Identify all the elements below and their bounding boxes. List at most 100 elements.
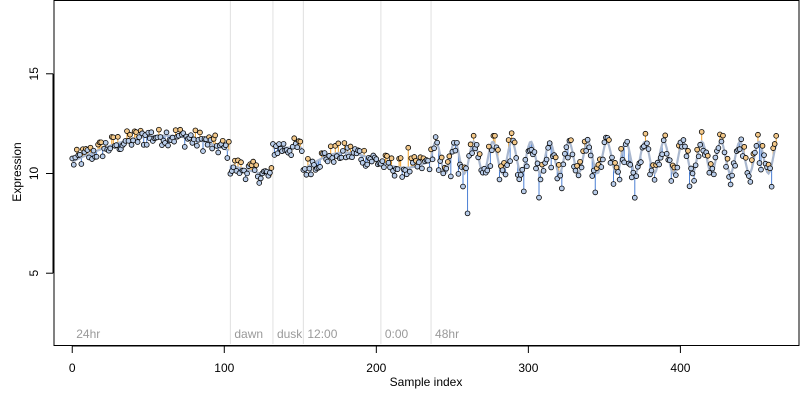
data-point [107, 145, 114, 152]
data-point [572, 167, 579, 174]
data-point [753, 143, 760, 149]
data-point [758, 166, 764, 173]
data-point [361, 147, 367, 154]
data-point [695, 153, 702, 160]
data-point [305, 156, 311, 162]
data-point [448, 173, 454, 180]
data-point [531, 149, 538, 155]
data-point [557, 172, 564, 179]
segment-label: 24hr [76, 327, 100, 341]
data-point [502, 171, 509, 178]
data-point [440, 170, 447, 177]
data-point [148, 129, 155, 135]
data-point [711, 171, 717, 178]
data-point [577, 158, 583, 165]
data-point [543, 156, 550, 163]
data-point [133, 129, 139, 135]
data-point [511, 139, 518, 146]
data-point [431, 145, 437, 152]
data-point [727, 181, 734, 188]
data-point [426, 166, 433, 173]
data-point [136, 134, 142, 140]
data-point [349, 154, 355, 161]
data-point [486, 143, 492, 150]
data-point [631, 194, 638, 201]
data-point [633, 173, 640, 179]
data-point [612, 160, 618, 166]
data-point [600, 156, 606, 163]
data-point [163, 129, 170, 136]
data-point [341, 140, 348, 146]
data-point [534, 160, 541, 167]
data-point [463, 165, 469, 172]
data-point [601, 139, 608, 146]
data-point [280, 141, 287, 147]
data-point [522, 156, 529, 163]
y-tick-label: 5 [27, 270, 41, 277]
data-point [425, 157, 431, 164]
data-point [98, 139, 104, 146]
data-point [384, 153, 390, 159]
data-point [288, 152, 294, 158]
data-point [294, 144, 301, 151]
data-point [615, 169, 621, 175]
y-axis: 5 10 15 [27, 67, 54, 277]
data-point [504, 162, 510, 168]
data-point [204, 141, 211, 148]
data-point [267, 169, 273, 176]
data-point [454, 139, 460, 146]
data-point [712, 154, 719, 161]
data-point [405, 144, 412, 151]
data-point [660, 137, 667, 144]
data-point [645, 146, 652, 152]
data-point [560, 161, 567, 168]
residual-lines [71, 129, 777, 214]
data-point [373, 156, 380, 162]
data-point [128, 142, 135, 148]
data-point [438, 154, 445, 161]
data-point [666, 157, 673, 163]
data-point [397, 155, 404, 161]
data-point [484, 167, 491, 174]
data-point [177, 126, 183, 133]
x-axis: 0 100 200 300 400 [69, 345, 691, 375]
data-point [338, 154, 345, 161]
x-tick-label: 300 [518, 361, 538, 375]
data-point [742, 155, 749, 161]
data-point [698, 129, 705, 135]
data-point [761, 152, 767, 158]
data-point [188, 132, 194, 138]
data-point [256, 180, 263, 186]
data-point [563, 144, 570, 150]
data-point [562, 150, 568, 157]
data-point [414, 163, 421, 170]
data-point [689, 170, 696, 177]
data-point [741, 144, 748, 150]
data-point [215, 149, 222, 156]
data-point [548, 164, 554, 171]
data-point [219, 137, 226, 144]
data-point [435, 167, 442, 173]
data-point [565, 154, 571, 161]
data-point [584, 136, 591, 143]
segment-label: 0:00 [385, 327, 409, 341]
data-point [212, 132, 218, 139]
data-point [721, 149, 728, 156]
data-point [419, 165, 425, 172]
data-point [156, 126, 162, 133]
data-point [127, 131, 133, 138]
data-point [759, 143, 766, 149]
data-point [124, 128, 130, 134]
x-tick-label: 100 [214, 361, 234, 375]
data-point [708, 161, 714, 167]
data-point [416, 159, 422, 165]
data-point [452, 147, 459, 154]
data-point [460, 183, 466, 190]
data-point [200, 148, 206, 154]
data-point [191, 136, 197, 143]
data-point [618, 145, 624, 152]
data-point [656, 161, 662, 168]
data-point [692, 162, 699, 169]
data-point [663, 150, 670, 157]
data-point [704, 152, 711, 159]
